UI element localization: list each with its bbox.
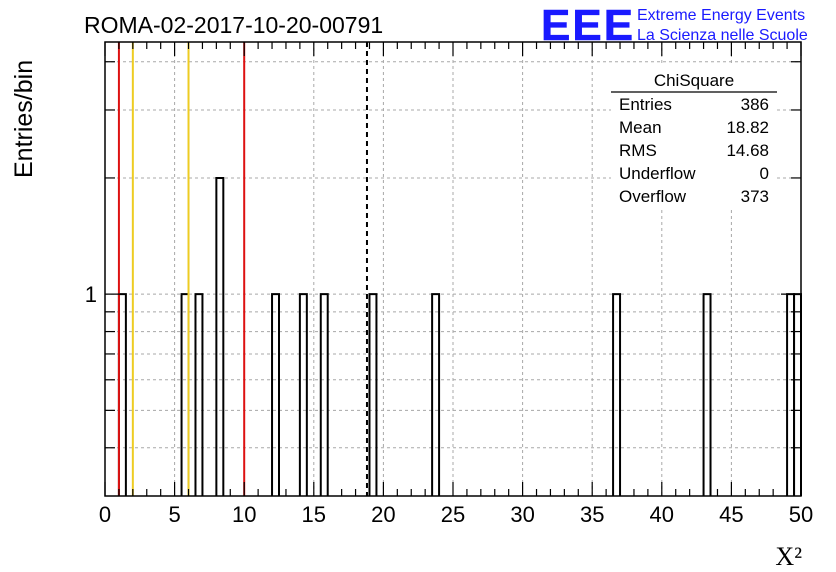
x-tick-label: 50 [789,502,813,527]
x-axis-label: X² [775,542,802,571]
stats-rows: Entries 386 Mean 18.82 RMS 14.68 Underflow 0 Ove… [619,95,769,206]
stats-row-value: 0 [760,164,769,183]
histogram-bin [786,293,796,496]
logo-line-2: La Scienza nelle Scuole [637,27,808,44]
x-tick-label: 5 [168,502,180,527]
histogram-bin [319,293,329,496]
x-tick-label: 15 [302,502,326,527]
x-tick-label: 25 [441,502,465,527]
stats-box: ChiSquare Entries 386 Mean 18.82 RMS 14.68 Und… [611,66,777,208]
y-tick-label: 1 [85,282,97,307]
x-tick-labels: 0 5 10 15 20 25 30 35 40 45 50 [99,502,813,527]
stats-row-label: RMS [619,141,657,160]
histogram-bars [117,176,802,496]
histogram-bin [298,293,308,496]
axis-ticks [104,42,802,496]
vertical-lines [117,42,368,496]
stats-row-label: Overflow [619,187,687,206]
stats-row-value: 373 [741,187,769,206]
x-tick-label: 30 [510,502,534,527]
y-tick-labels: 1 [85,282,97,307]
histogram-bin [612,293,622,496]
histogram-bin [368,293,378,496]
histogram-bin [180,293,190,496]
stats-row-value: 386 [741,95,769,114]
histogram-bin [194,293,204,496]
x-tick-label: 0 [99,502,111,527]
histogram-bin [271,293,280,496]
x-tick-label: 35 [580,502,604,527]
stats-row-value: 14.68 [726,141,769,160]
grid [105,42,801,496]
y-axis-label: Entries/bin [10,60,38,178]
logo-line-1: Extreme Energy Events [637,7,805,24]
stats-row-value: 18.82 [726,118,769,137]
x-tick-label: 10 [232,502,256,527]
histogram-bin [215,176,225,496]
x-tick-label: 45 [719,502,743,527]
stats-title: ChiSquare [654,71,734,90]
run-title: ROMA-02-2017-10-20-00791 [84,12,383,38]
logo-eee-text: EEE [541,1,635,50]
histogram-bin [431,293,441,496]
histogram-bin [117,293,127,496]
stats-row-label: Entries [619,95,672,114]
histogram-bin [702,293,712,496]
histogram-bin [793,293,802,496]
stats-row-label: Underflow [619,164,696,183]
x-tick-label: 40 [650,502,674,527]
stats-row-label: Mean [619,118,662,137]
x-tick-label: 20 [371,502,395,527]
eee-logo: EEE Extreme Energy Events La Scienza nel… [541,1,808,51]
